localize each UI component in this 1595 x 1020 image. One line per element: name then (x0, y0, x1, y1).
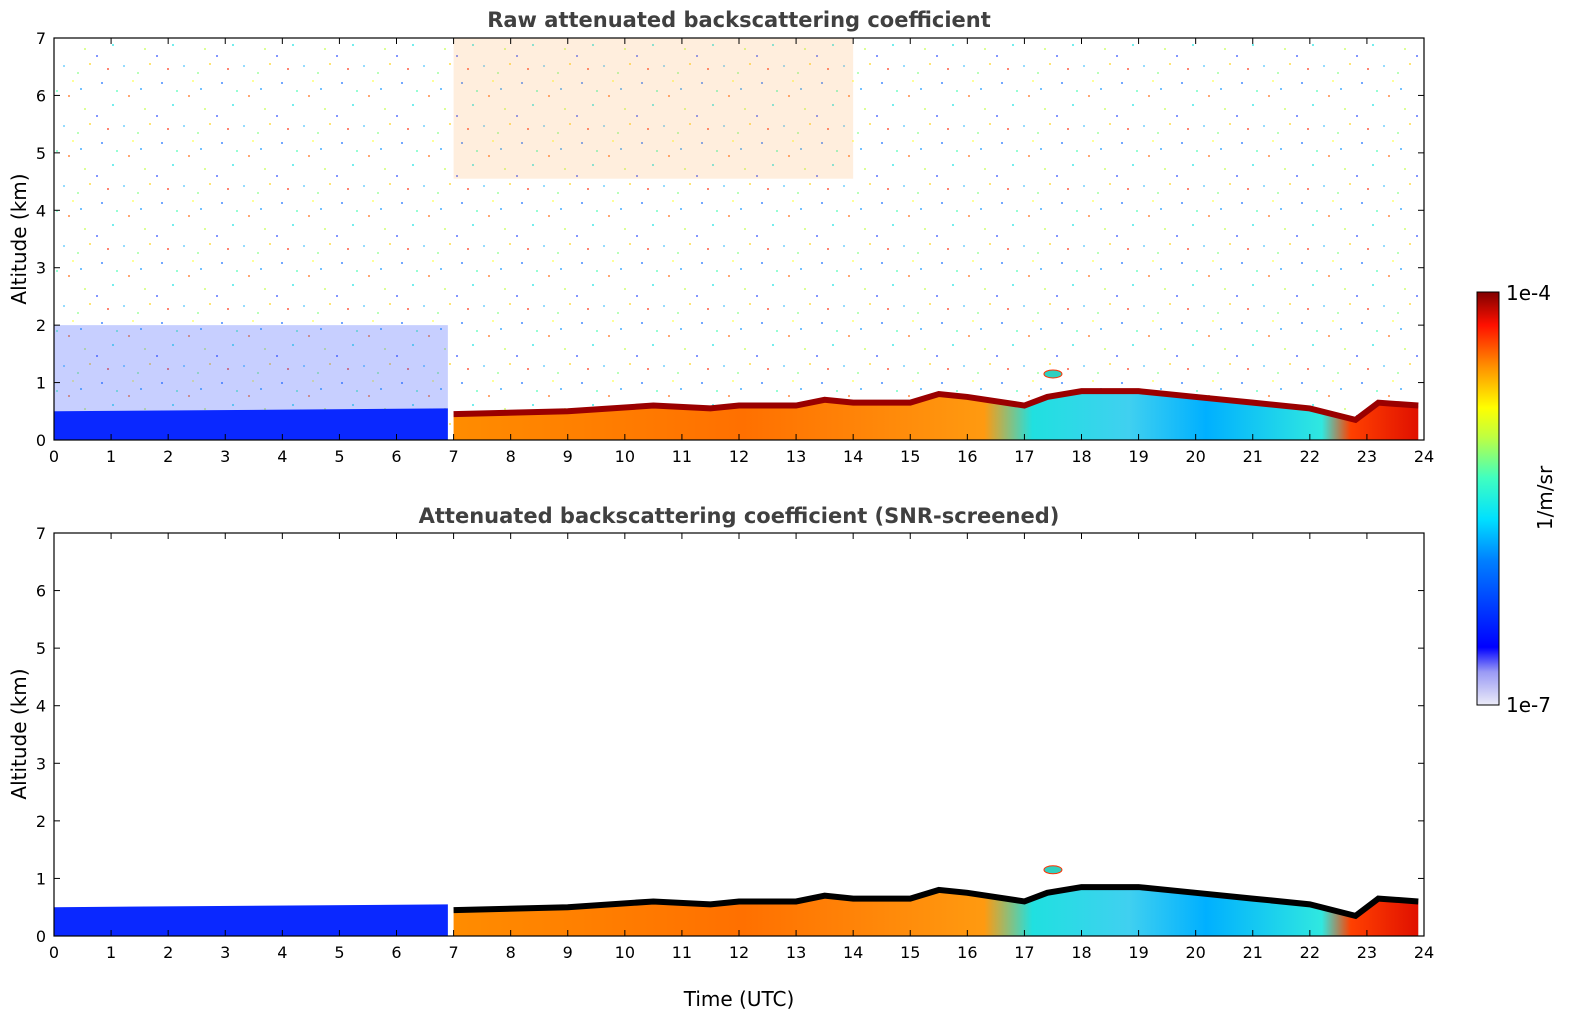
colorbar-label: 1/m/sr (1533, 465, 1557, 530)
colorbar-max-label: 1e-4 (1506, 281, 1551, 305)
x-tick-label: 20 (1185, 943, 1205, 962)
y-tick-label: 4 (36, 697, 46, 716)
nocturnal-layer (54, 904, 448, 936)
x-axis-ticks: 0 1 2 3 4 5 6 7 8 9 10 11 12 13 14 15 16 17 18 19 20 21 22 23 24 (49, 533, 1434, 962)
layer-top-edge (453, 388, 1419, 424)
plot-frame (53, 532, 1425, 937)
x-tick-label: 12 (729, 943, 749, 962)
y-tick-label: 6 (36, 582, 46, 601)
x-tick-label: 15 (900, 943, 920, 962)
x-tick-label: 7 (448, 943, 458, 962)
chart-title: Attenuated backscattering coefficient (S… (419, 504, 1060, 528)
snr-screened-panel: Attenuated backscattering coefficient (S… (7, 504, 1434, 1011)
high-noise-region (453, 38, 854, 179)
colorbar-gradient (1476, 291, 1500, 706)
daytime-boundary-layer (453, 887, 1419, 936)
y-axis-label: Altitude (km) (7, 173, 31, 304)
y-tick-label: 5 (36, 144, 46, 163)
y-tick-label: 6 (36, 86, 46, 105)
elevated-aerosol-layer (1043, 369, 1063, 379)
raw-backscatter-panel: Raw attenuated backscattering coefficien… (7, 8, 1434, 466)
x-tick-label: 14 (843, 943, 863, 962)
x-tick-label: 18 (1071, 447, 1091, 466)
x-axis-ticks: 0 1 2 3 4 5 6 7 8 9 10 11 12 13 14 15 16 17 18 19 20 21 22 23 24 (49, 38, 1434, 466)
y-tick-label: 2 (36, 812, 46, 831)
heatmap-image (54, 38, 1419, 440)
x-tick-label: 14 (843, 447, 863, 466)
x-tick-label: 1 (106, 447, 116, 466)
heatmap-image (54, 865, 1419, 936)
y-tick-label: 3 (36, 754, 46, 773)
y-axis-ticks: 0 1 2 3 4 5 6 7 (36, 524, 1424, 946)
layer-top-edge (453, 884, 1419, 920)
x-tick-label: 13 (786, 447, 806, 466)
x-tick-label: 2 (163, 447, 173, 466)
noise-background (54, 38, 1419, 440)
x-tick-label: 11 (672, 447, 692, 466)
y-tick-label: 0 (36, 927, 46, 946)
x-tick-label: 13 (786, 943, 806, 962)
y-axis-ticks: 0 1 2 3 4 5 6 7 (36, 29, 1424, 450)
nocturnal-layer (54, 408, 448, 440)
low-level-noise (54, 325, 448, 412)
x-tick-label: 22 (1300, 447, 1320, 466)
y-tick-label: 7 (36, 29, 46, 48)
x-tick-label: 2 (163, 943, 173, 962)
x-tick-label: 8 (506, 447, 516, 466)
x-tick-label: 7 (448, 447, 458, 466)
x-tick-label: 4 (277, 943, 287, 962)
x-tick-label: 6 (391, 447, 401, 466)
x-tick-label: 21 (1243, 943, 1263, 962)
x-tick-label: 18 (1071, 943, 1091, 962)
y-tick-label: 7 (36, 524, 46, 543)
x-tick-label: 0 (49, 447, 59, 466)
x-tick-label: 21 (1243, 447, 1263, 466)
x-tick-label: 24 (1414, 447, 1434, 466)
x-tick-label: 16 (957, 943, 977, 962)
x-tick-label: 5 (334, 943, 344, 962)
daytime-boundary-layer (453, 391, 1419, 440)
elevated-aerosol-layer (1043, 865, 1063, 875)
x-axis-label: Time (UTC) (683, 987, 795, 1011)
y-tick-label: 0 (36, 431, 46, 450)
x-tick-label: 24 (1414, 943, 1434, 962)
x-tick-label: 4 (277, 447, 287, 466)
y-tick-label: 1 (36, 374, 46, 393)
colorbar-min-label: 1e-7 (1506, 693, 1551, 717)
x-tick-label: 20 (1185, 447, 1205, 466)
x-tick-label: 6 (391, 943, 401, 962)
x-tick-label: 19 (1128, 447, 1148, 466)
x-tick-label: 11 (672, 943, 692, 962)
y-tick-label: 1 (36, 869, 46, 888)
y-tick-label: 3 (36, 259, 46, 278)
colorbar: 1e-4 1e-7 1/m/sr (1476, 281, 1557, 717)
x-tick-label: 9 (563, 943, 573, 962)
x-tick-label: 5 (334, 447, 344, 466)
x-tick-label: 8 (506, 943, 516, 962)
y-tick-label: 5 (36, 639, 46, 658)
x-tick-label: 16 (957, 447, 977, 466)
x-tick-label: 3 (220, 447, 230, 466)
x-tick-label: 12 (729, 447, 749, 466)
x-tick-label: 3 (220, 943, 230, 962)
y-tick-label: 2 (36, 316, 46, 335)
x-tick-label: 19 (1128, 943, 1148, 962)
x-tick-label: 10 (615, 447, 635, 466)
x-tick-label: 17 (1014, 447, 1034, 466)
x-tick-label: 23 (1357, 943, 1377, 962)
x-tick-label: 0 (49, 943, 59, 962)
chart-title: Raw attenuated backscattering coefficien… (487, 8, 991, 32)
y-axis-label: Altitude (km) (7, 668, 31, 799)
x-tick-label: 1 (106, 943, 116, 962)
x-tick-label: 10 (615, 943, 635, 962)
x-tick-label: 23 (1357, 447, 1377, 466)
x-tick-label: 17 (1014, 943, 1034, 962)
y-tick-label: 4 (36, 201, 46, 220)
x-tick-label: 15 (900, 447, 920, 466)
x-tick-label: 9 (563, 447, 573, 466)
x-tick-label: 22 (1300, 943, 1320, 962)
